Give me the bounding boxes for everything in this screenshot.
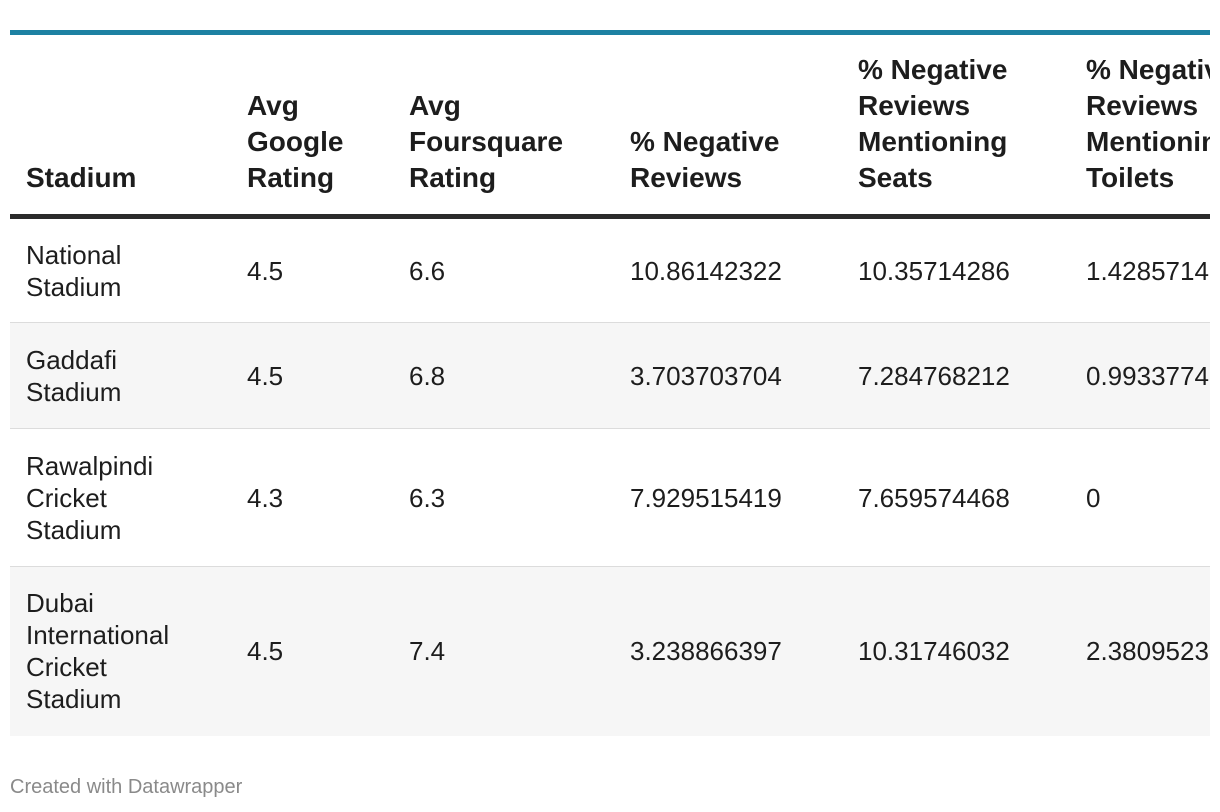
column-header-line: Rating: [247, 162, 335, 193]
column-header-line: Toilets: [1086, 162, 1175, 193]
column-header: % Negative Reviews Mentioning Toilets: [1070, 35, 1210, 219]
column-header-line: Avg: [409, 90, 461, 121]
column-header-line: Seats: [858, 162, 933, 193]
column-header-line: Mentioning: [858, 126, 1008, 157]
datawrapper-credit: Created with Datawrapper: [10, 776, 243, 798]
column-header: Stadium: [10, 35, 231, 219]
column-header-line: Reviews: [858, 90, 971, 121]
stadium-name-line: Cricket: [26, 652, 107, 683]
column-header-line: % Negative: [858, 54, 1008, 85]
column-header-line: % Negative: [630, 126, 780, 157]
stadium-name-line: National: [26, 239, 122, 270]
value-cell: 3.703703704: [614, 322, 842, 429]
value-cell: 4.5: [231, 322, 393, 429]
column-header-line: Foursquare: [409, 126, 564, 157]
column-header: % Negative Reviews: [614, 35, 842, 219]
value-cell: 7.929515419: [614, 428, 842, 567]
table-row: Gaddafi Stadium 4.5 6.8 3.703703704 7.2847682…: [10, 322, 1210, 429]
stadium-name-line: Gaddafi: [26, 344, 118, 375]
stadium-name-line: Dubai: [26, 588, 94, 619]
value-cell: 6.8: [393, 322, 614, 429]
table-frame: Stadium Avg Google Rating Avg Foursquare Ratin…: [10, 30, 1210, 736]
value-cell: 7.659574468: [842, 428, 1070, 567]
column-header-line: Avg: [247, 90, 299, 121]
column-header-line: Reviews: [630, 162, 743, 193]
column-header-line: % Negative: [1086, 54, 1210, 85]
column-header-line: Google: [247, 126, 344, 157]
value-cell: 4.3: [231, 428, 393, 567]
value-cell: 6.6: [393, 216, 614, 323]
stadium-cell: Rawalpindi Cricket Stadium: [10, 428, 231, 567]
value-cell: 10.86142322: [614, 216, 842, 323]
column-header-line: Stadium: [26, 162, 137, 193]
column-header-line: Mentioning: [1086, 126, 1210, 157]
value-cell: 10.35714286: [842, 216, 1070, 323]
header-row: Stadium Avg Google Rating Avg Foursquare Ratin…: [10, 35, 1210, 219]
column-header: % Negative Reviews Mentioning Seats: [842, 35, 1070, 219]
value-cell: 4.5: [231, 566, 393, 736]
stadium-name-line: International: [26, 620, 170, 651]
stadium-cell: Gaddafi Stadium: [10, 322, 231, 429]
stadium-name-line: Stadium: [26, 271, 122, 302]
value-cell: 1.428571428: [1070, 216, 1210, 323]
stadium-name-line: Cricket: [26, 482, 107, 513]
table-row: Dubai International Cricket Stadium 4.5 7.4 3.…: [10, 566, 1210, 736]
stadium-cell: National Stadium: [10, 216, 231, 323]
value-cell: 0.993377483: [1070, 322, 1210, 429]
value-cell: 7.4: [393, 566, 614, 736]
table-row: Rawalpindi Cricket Stadium 4.3 6.3 7.92951541…: [10, 428, 1210, 567]
value-cell: 4.5: [231, 216, 393, 323]
accent-rule: [10, 30, 1210, 35]
column-header-line: Reviews: [1086, 90, 1199, 121]
stadium-name-line: Rawalpindi: [26, 450, 154, 481]
value-cell: 10.31746032: [842, 566, 1070, 736]
column-header: Avg Foursquare Rating: [393, 35, 614, 219]
column-header: Avg Google Rating: [231, 35, 393, 219]
value-cell: 2.380952381: [1070, 566, 1210, 736]
stadium-name-line: Stadium: [26, 376, 122, 407]
value-cell: 3.238866397: [614, 566, 842, 736]
stadium-cell: Dubai International Cricket Stadium: [10, 566, 231, 736]
stadium-name-line: Stadium: [26, 684, 122, 715]
table-body: National Stadium 4.5 6.6 10.86142322 10.35714…: [10, 216, 1210, 736]
column-header-line: Rating: [409, 162, 497, 193]
stadium-name-line: Stadium: [26, 514, 122, 545]
value-cell: 7.284768212: [842, 322, 1070, 429]
value-cell: 6.3: [393, 428, 614, 567]
data-table: Stadium Avg Google Rating Avg Foursquare Ratin…: [10, 35, 1210, 736]
value-cell: 0: [1070, 428, 1210, 567]
table-row: National Stadium 4.5 6.6 10.86142322 10.35714…: [10, 216, 1210, 323]
